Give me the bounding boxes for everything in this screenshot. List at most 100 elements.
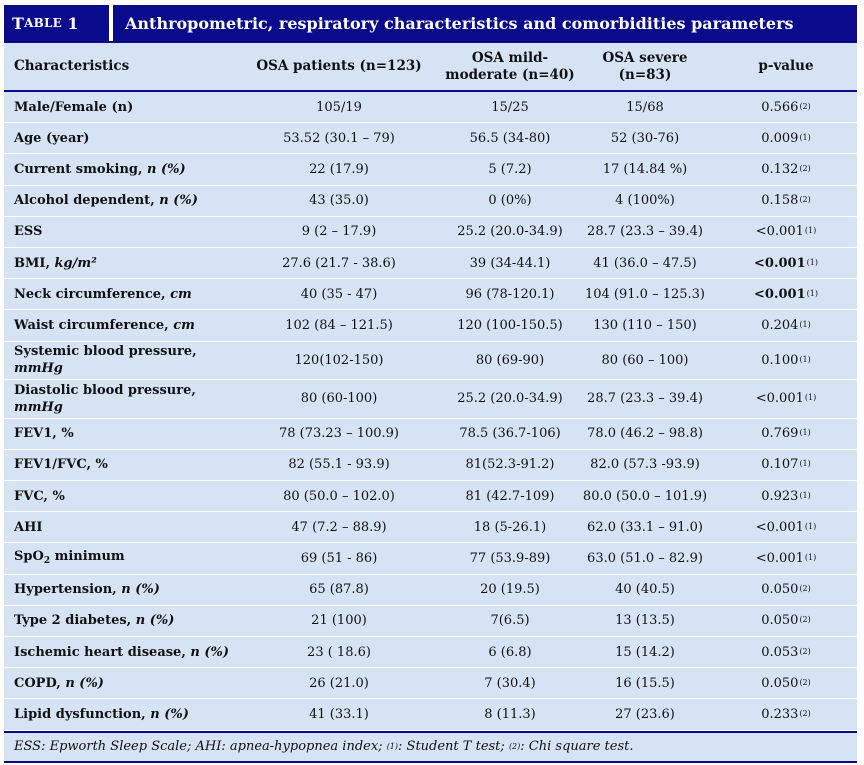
row-label-unit: n (%) bbox=[135, 613, 175, 629]
cell-osa-mild-moderate: 120 (100-150.5) bbox=[457, 317, 563, 333]
table-row: Lipid dysfunction, n (%) 41 (33.1) 8 (11.3… bbox=[4, 699, 857, 731]
cell-osa-severe: 16 (15.5) bbox=[615, 675, 675, 691]
row-label-unit: mmHg bbox=[14, 361, 63, 377]
cell-osa-severe: 82.0 (57.3 -93.9) bbox=[590, 457, 700, 473]
cell-osa-mild-moderate: 78.5 (36.7-106) bbox=[459, 426, 561, 442]
cell-p-value: 0.204(1) bbox=[715, 318, 857, 333]
table-row: Current smoking, n (%) 22 (17.9) 5 (7.2) 17… bbox=[4, 154, 857, 186]
row-label: Diastolic blood pressure, mmHg bbox=[4, 382, 233, 416]
cell-p-value: 0.923(1) bbox=[715, 489, 857, 504]
table-row: FVC, % 80 (50.0 – 102.0) 81 (42.7-109) 80.0… bbox=[4, 481, 857, 513]
p-value-text: <0.001 bbox=[755, 551, 804, 567]
row-label-text: BMI, bbox=[14, 255, 55, 271]
row-label: SpO2 minimum bbox=[4, 548, 233, 570]
row-label: FEV1, % bbox=[4, 425, 233, 442]
p-value-text: 0.566 bbox=[761, 99, 799, 115]
header-osa-mild-moderate: OSA mild-moderate (n=40) bbox=[445, 50, 575, 84]
test-marker: (1) bbox=[804, 226, 817, 236]
cell-osa-severe: 17 (14.84 %) bbox=[602, 161, 688, 177]
p-value-text: 0.158 bbox=[761, 193, 799, 209]
cell-osa-patients: 23 ( 18.6) bbox=[307, 644, 371, 660]
cell-osa-mild-moderate: 25.2 (20.0-34.9) bbox=[457, 224, 563, 240]
cell-p-value: 0.566(2) bbox=[715, 100, 857, 115]
p-value-text: 0.204 bbox=[761, 317, 799, 333]
row-label-text: FVC, % bbox=[14, 488, 65, 504]
p-value-text: 0.100 bbox=[761, 352, 799, 368]
p-value-text: 0.132 bbox=[761, 161, 799, 177]
table-row: FEV1/FVC, % 82 (55.1 - 93.9) 81(52.3-91.2)… bbox=[4, 450, 857, 482]
row-label: ESS bbox=[4, 223, 233, 240]
cell-p-value: 0.132(2) bbox=[715, 162, 857, 177]
row-label-text: Neck circumference, bbox=[14, 286, 171, 302]
cell-osa-patients: 53.52 (30.1 – 79) bbox=[283, 130, 395, 146]
footnote-sup-2: (2) bbox=[508, 742, 521, 752]
header-osa-severe-line2: (n=83) bbox=[618, 66, 672, 83]
cell-osa-patients: 78 (73.23 – 100.9) bbox=[278, 426, 399, 442]
cell-osa-patients: 120(102-150) bbox=[294, 352, 384, 368]
cell-osa-patients: 9 (2 – 17.9) bbox=[301, 224, 377, 240]
header-osa-patients: OSA patients (n=123) bbox=[256, 58, 422, 74]
row-label-text: Type 2 diabetes, bbox=[14, 613, 136, 629]
cell-osa-mild-moderate: 81 (42.7-109) bbox=[465, 488, 555, 504]
table-label-initial: T bbox=[12, 13, 25, 33]
cell-osa-mild-moderate: 56.5 (34-80) bbox=[469, 130, 551, 146]
row-label: COPD, n (%) bbox=[4, 675, 233, 692]
header-osa-mild-moderate-line2: moderate (n=40) bbox=[445, 66, 575, 83]
row-label: Ischemic heart disease, n (%) bbox=[4, 644, 233, 661]
cell-osa-mild-moderate: 18 (5-26.1) bbox=[473, 519, 547, 535]
cell-p-value: 0.158(2) bbox=[715, 193, 857, 208]
footnote-abbreviations: ESS: Epworth Sleep Scale; AHI: apnea-hyp… bbox=[14, 739, 383, 755]
cell-p-value: 0.053(2) bbox=[715, 645, 857, 660]
test-marker: (1) bbox=[799, 459, 811, 469]
cell-osa-patients: 102 (84 – 121.5) bbox=[285, 317, 393, 333]
row-label: Systemic blood pressure, mmHg bbox=[4, 343, 233, 377]
cell-p-value: 0.233(2) bbox=[715, 707, 857, 722]
row-label-text: Hypertension, bbox=[14, 582, 122, 598]
table-row: Waist circumference, cm 102 (84 – 121.5) 1… bbox=[4, 310, 857, 342]
row-label: Neck circumference, cm bbox=[4, 286, 233, 303]
row-label-text: Systemic blood pressure, bbox=[14, 344, 197, 360]
cell-osa-mild-moderate: 20 (19.5) bbox=[480, 582, 540, 598]
header-osa-severe-line1: OSA severe bbox=[602, 49, 688, 66]
cell-osa-severe: 80.0 (50.0 – 101.9) bbox=[582, 488, 708, 504]
row-label-text: COPD, bbox=[14, 675, 66, 691]
row-label-text: FEV1, % bbox=[14, 426, 74, 442]
title-bar: T ABLE 1 Anthropometric, respiratory char… bbox=[4, 5, 857, 41]
table-row: Systemic blood pressure, mmHg 120(102-150)… bbox=[4, 342, 857, 381]
test-marker: (1) bbox=[799, 490, 811, 500]
test-marker: (2) bbox=[799, 195, 811, 205]
table-footnote: ESS: Epworth Sleep Scale; AHI: apnea-hyp… bbox=[4, 732, 857, 763]
cell-osa-severe: 78.0 (46.2 – 98.8) bbox=[587, 426, 703, 442]
p-value-text: <0.001 bbox=[754, 255, 806, 271]
row-label: BMI, kg/m² bbox=[4, 255, 233, 272]
p-value-text: <0.001 bbox=[755, 519, 804, 535]
row-label-suffix: minimum bbox=[50, 548, 125, 564]
row-label: Waist circumference, cm bbox=[4, 317, 233, 334]
p-value-text: <0.001 bbox=[755, 224, 804, 240]
p-value-text: <0.001 bbox=[755, 391, 804, 407]
row-label-unit: n (%) bbox=[65, 675, 104, 691]
row-label-unit: n (%) bbox=[159, 193, 198, 209]
p-value-text: 0.009 bbox=[761, 130, 799, 146]
row-label-unit: n (%) bbox=[190, 644, 230, 660]
cell-osa-mild-moderate: 25.2 (20.0-34.9) bbox=[457, 391, 563, 407]
table-figure: T ABLE 1 Anthropometric, respiratory char… bbox=[4, 5, 857, 763]
cell-osa-mild-moderate: 81(52.3-91.2) bbox=[465, 457, 555, 473]
cell-osa-patients: 26 (21.0) bbox=[309, 675, 369, 691]
p-value-text: 0.107 bbox=[761, 457, 799, 473]
table-row: Alcohol dependent, n (%) 43 (35.0) 0 (0%) 4… bbox=[4, 186, 857, 217]
table-row: Neck circumference, cm 40 (35 - 47) 96 (78… bbox=[4, 279, 857, 311]
footnote-test-2: : Chi square test. bbox=[520, 739, 634, 755]
row-label-text: SpO bbox=[14, 548, 44, 564]
row-label-text: Ischemic heart disease, bbox=[14, 644, 191, 660]
row-label-text: AHI bbox=[14, 519, 43, 535]
p-value-text: 0.050 bbox=[761, 675, 799, 691]
cell-osa-severe: 15/68 bbox=[626, 99, 664, 115]
table-row: COPD, n (%) 26 (21.0) 7 (30.4) 16 (15.5) 0.0… bbox=[4, 668, 857, 700]
cell-osa-mild-moderate: 77 (53.9-89) bbox=[469, 551, 551, 567]
cell-osa-severe: 130 (110 – 150) bbox=[593, 317, 697, 333]
row-label-text: Lipid dysfunction, bbox=[14, 706, 151, 722]
cell-osa-severe: 40 (40.5) bbox=[615, 582, 675, 598]
row-label-unit: mmHg bbox=[14, 399, 63, 415]
cell-osa-severe: 28.7 (23.3 – 39.4) bbox=[587, 391, 703, 407]
